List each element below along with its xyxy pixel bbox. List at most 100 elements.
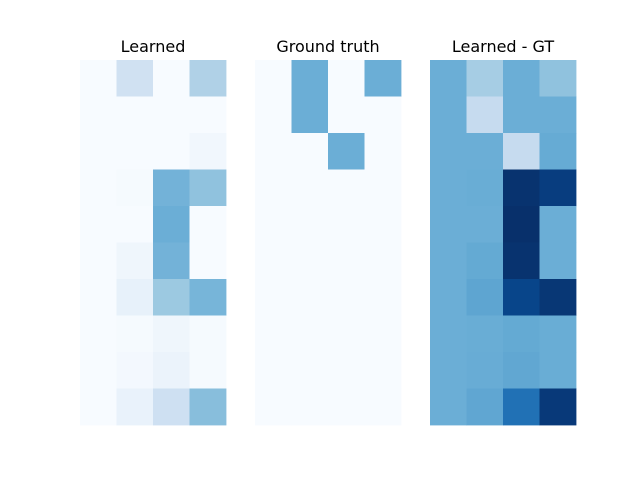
heatmap-cell-p0-r7-c2 bbox=[153, 315, 190, 353]
heatmap-cell-p0-r6-c2 bbox=[153, 279, 190, 316]
heatmap-cell-p0-r9-c3 bbox=[189, 388, 227, 426]
heatmap-cell-p0-r0-c1 bbox=[116, 60, 154, 97]
heatmap-cell-p0-r9-c1 bbox=[116, 388, 154, 426]
heatmap-cell-p1-r9-c3 bbox=[364, 388, 402, 426]
heatmap-cell-p2-r3-c0 bbox=[430, 169, 467, 207]
heatmap-cell-p1-r4-c0 bbox=[255, 206, 292, 243]
heatmap-cell-p0-r1-c1 bbox=[116, 96, 154, 134]
heatmap-cell-p2-r8-c0 bbox=[430, 352, 467, 389]
heatmap-cell-p1-r8-c2 bbox=[328, 352, 365, 389]
ground-truth-panel: Ground truth bbox=[255, 37, 402, 426]
ground-truth-heatmap-cells bbox=[255, 60, 402, 426]
heatmap-cell-p1-r9-c0 bbox=[255, 388, 292, 426]
heatmap-cell-p2-r3-c2 bbox=[503, 169, 540, 207]
heatmap-cell-p0-r2-c3 bbox=[189, 133, 227, 170]
heatmap-cell-p2-r1-c0 bbox=[430, 96, 467, 134]
heatmap-cell-p1-r7-c1 bbox=[291, 315, 329, 353]
heatmap-cell-p1-r1-c1 bbox=[291, 96, 329, 134]
heatmap-cell-p1-r9-c1 bbox=[291, 388, 329, 426]
heatmap-cell-p2-r8-c2 bbox=[503, 352, 540, 389]
heatmap-cell-p0-r2-c2 bbox=[153, 133, 190, 170]
heatmap-cell-p0-r5-c1 bbox=[116, 242, 154, 280]
learned-panel: Learned bbox=[80, 37, 227, 426]
heatmap-cell-p0-r9-c2 bbox=[153, 388, 190, 426]
heatmap-cell-p1-r5-c3 bbox=[364, 242, 402, 280]
difference-panel-title: Learned - GT bbox=[452, 37, 554, 56]
heatmap-cell-p0-r9-c0 bbox=[80, 388, 117, 426]
heatmap-cell-p0-r8-c2 bbox=[153, 352, 190, 389]
heatmap-cell-p1-r7-c3 bbox=[364, 315, 402, 353]
heatmap-cell-p1-r8-c1 bbox=[291, 352, 329, 389]
heatmap-cell-p2-r7-c1 bbox=[466, 315, 504, 353]
heatmap-cell-p1-r5-c1 bbox=[291, 242, 329, 280]
heatmap-cell-p1-r2-c2 bbox=[328, 133, 365, 170]
heatmap-cell-p1-r0-c1 bbox=[291, 60, 329, 97]
heatmap-cell-p1-r1-c0 bbox=[255, 96, 292, 134]
heatmap-cell-p2-r6-c1 bbox=[466, 279, 504, 316]
heatmap-cell-p1-r5-c2 bbox=[328, 242, 365, 280]
heatmap-cell-p2-r7-c2 bbox=[503, 315, 540, 353]
heatmap-cell-p2-r0-c2 bbox=[503, 60, 540, 97]
heatmap-cell-p2-r5-c1 bbox=[466, 242, 504, 280]
heatmap-cell-p2-r9-c1 bbox=[466, 388, 504, 426]
heatmap-cell-p0-r7-c0 bbox=[80, 315, 117, 353]
heatmap-cell-p0-r0-c3 bbox=[189, 60, 227, 97]
heatmap-cell-p1-r3-c1 bbox=[291, 169, 329, 207]
heatmap-cell-p2-r9-c3 bbox=[539, 388, 577, 426]
heatmap-cell-p0-r8-c0 bbox=[80, 352, 117, 389]
heatmap-cell-p0-r7-c1 bbox=[116, 315, 154, 353]
heatmap-cell-p0-r2-c1 bbox=[116, 133, 154, 170]
heatmap-cell-p0-r6-c1 bbox=[116, 279, 154, 316]
heatmap-cell-p1-r5-c0 bbox=[255, 242, 292, 280]
heatmap-cell-p2-r7-c3 bbox=[539, 315, 577, 353]
heatmap-cell-p0-r0-c2 bbox=[153, 60, 190, 97]
heatmap-cell-p1-r1-c2 bbox=[328, 96, 365, 134]
heatmap-cell-p0-r8-c3 bbox=[189, 352, 227, 389]
heatmap-cell-p0-r4-c2 bbox=[153, 206, 190, 243]
heatmap-cell-p0-r7-c3 bbox=[189, 315, 227, 353]
heatmap-cell-p1-r9-c2 bbox=[328, 388, 365, 426]
heatmap-cell-p2-r9-c0 bbox=[430, 388, 467, 426]
heatmap-cell-p1-r1-c3 bbox=[364, 96, 402, 134]
heatmap-cell-p1-r4-c2 bbox=[328, 206, 365, 243]
heatmap-cell-p1-r0-c3 bbox=[364, 60, 402, 97]
heatmap-cell-p1-r4-c1 bbox=[291, 206, 329, 243]
heatmap-cell-p0-r2-c0 bbox=[80, 133, 117, 170]
heatmap-cell-p2-r8-c3 bbox=[539, 352, 577, 389]
heatmap-cell-p2-r6-c2 bbox=[503, 279, 540, 316]
heatmap-cell-p0-r3-c3 bbox=[189, 169, 227, 207]
heatmap-cell-p1-r4-c3 bbox=[364, 206, 402, 243]
heatmap-cell-p1-r7-c2 bbox=[328, 315, 365, 353]
heatmap-cell-p0-r1-c2 bbox=[153, 96, 190, 134]
heatmap-cell-p2-r0-c0 bbox=[430, 60, 467, 97]
heatmap-cell-p0-r3-c0 bbox=[80, 169, 117, 207]
heatmap-cell-p0-r5-c2 bbox=[153, 242, 190, 280]
heatmap-cell-p1-r3-c2 bbox=[328, 169, 365, 207]
heatmap-cell-p1-r6-c3 bbox=[364, 279, 402, 316]
heatmap-cell-p1-r3-c3 bbox=[364, 169, 402, 207]
heatmap-cell-p0-r4-c1 bbox=[116, 206, 154, 243]
learned-heatmap-cells bbox=[80, 60, 227, 426]
heatmap-cell-p2-r4-c0 bbox=[430, 206, 467, 243]
heatmap-cell-p2-r6-c0 bbox=[430, 279, 467, 316]
learned-panel-title: Learned bbox=[121, 37, 186, 56]
heatmap-cell-p1-r8-c0 bbox=[255, 352, 292, 389]
heatmap-cell-p2-r8-c1 bbox=[466, 352, 504, 389]
heatmap-cell-p0-r5-c3 bbox=[189, 242, 227, 280]
heatmap-cell-p2-r3-c3 bbox=[539, 169, 577, 207]
heatmap-cell-p2-r5-c3 bbox=[539, 242, 577, 280]
heatmap-cell-p1-r6-c2 bbox=[328, 279, 365, 316]
difference-panel: Learned - GT bbox=[430, 37, 577, 426]
heatmap-cell-p0-r1-c3 bbox=[189, 96, 227, 134]
heatmap-cell-p0-r4-c3 bbox=[189, 206, 227, 243]
heatmap-cell-p0-r0-c0 bbox=[80, 60, 117, 97]
heatmap-cell-p1-r6-c0 bbox=[255, 279, 292, 316]
heatmap-cell-p1-r0-c2 bbox=[328, 60, 365, 97]
heatmap-cell-p2-r4-c2 bbox=[503, 206, 540, 243]
heatmap-cell-p2-r2-c0 bbox=[430, 133, 467, 170]
heatmap-cell-p0-r3-c1 bbox=[116, 169, 154, 207]
heatmap-cell-p1-r8-c3 bbox=[364, 352, 402, 389]
heatmap-cell-p2-r1-c1 bbox=[466, 96, 504, 134]
heatmap-cell-p2-r2-c3 bbox=[539, 133, 577, 170]
